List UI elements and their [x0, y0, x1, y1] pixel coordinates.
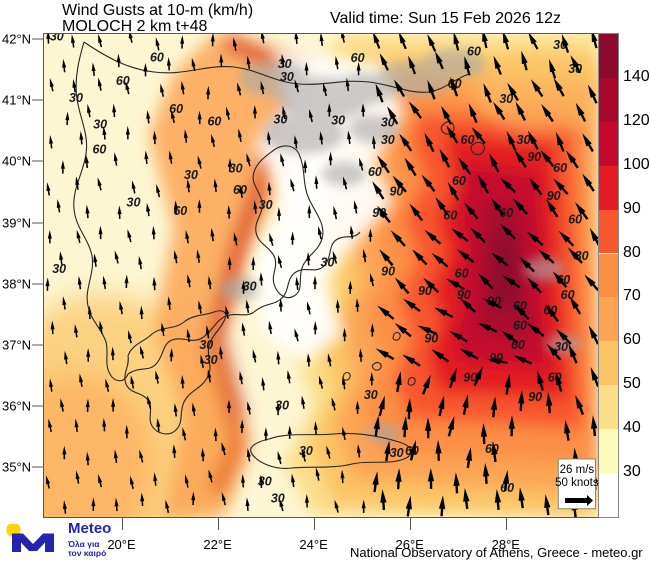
svg-text:30: 30	[199, 338, 213, 352]
svg-text:90: 90	[528, 390, 542, 404]
svg-text:30: 30	[390, 446, 404, 460]
svg-text:60: 60	[368, 165, 382, 179]
svg-text:30: 30	[381, 133, 395, 147]
svg-text:90: 90	[527, 150, 541, 164]
svg-text:60: 60	[351, 51, 365, 65]
svg-text:30: 30	[184, 168, 198, 182]
svg-text:50 knots: 50 knots	[555, 477, 598, 489]
svg-text:60: 60	[467, 45, 481, 59]
svg-text:90: 90	[547, 189, 561, 203]
svg-text:60: 60	[207, 115, 221, 129]
svg-text:90: 90	[381, 264, 395, 278]
svg-text:90: 90	[457, 288, 471, 302]
svg-text:30: 30	[271, 492, 285, 506]
svg-text:30: 30	[69, 91, 83, 105]
svg-text:60: 60	[568, 213, 582, 227]
svg-text:30: 30	[517, 133, 531, 147]
svg-text:30: 30	[299, 444, 313, 458]
svg-text:60: 60	[553, 161, 567, 175]
svg-text:26 m/s: 26 m/s	[560, 464, 595, 476]
svg-text:30: 30	[331, 114, 345, 128]
svg-text:60: 60	[513, 319, 527, 333]
svg-text:30: 30	[280, 70, 294, 84]
svg-text:30: 30	[274, 113, 288, 127]
svg-text:60: 60	[452, 174, 466, 188]
svg-text:60: 60	[92, 142, 106, 156]
svg-text:30: 30	[321, 256, 335, 270]
svg-text:30: 30	[50, 34, 64, 43]
svg-text:30: 30	[127, 196, 141, 210]
svg-text:30: 30	[204, 353, 218, 367]
svg-text:30: 30	[259, 198, 273, 212]
svg-text:60: 60	[455, 267, 469, 281]
svg-text:30: 30	[52, 262, 66, 276]
svg-text:30: 30	[93, 118, 107, 132]
svg-text:60: 60	[150, 51, 164, 65]
svg-text:60: 60	[461, 133, 475, 147]
svg-text:30: 30	[364, 388, 378, 402]
